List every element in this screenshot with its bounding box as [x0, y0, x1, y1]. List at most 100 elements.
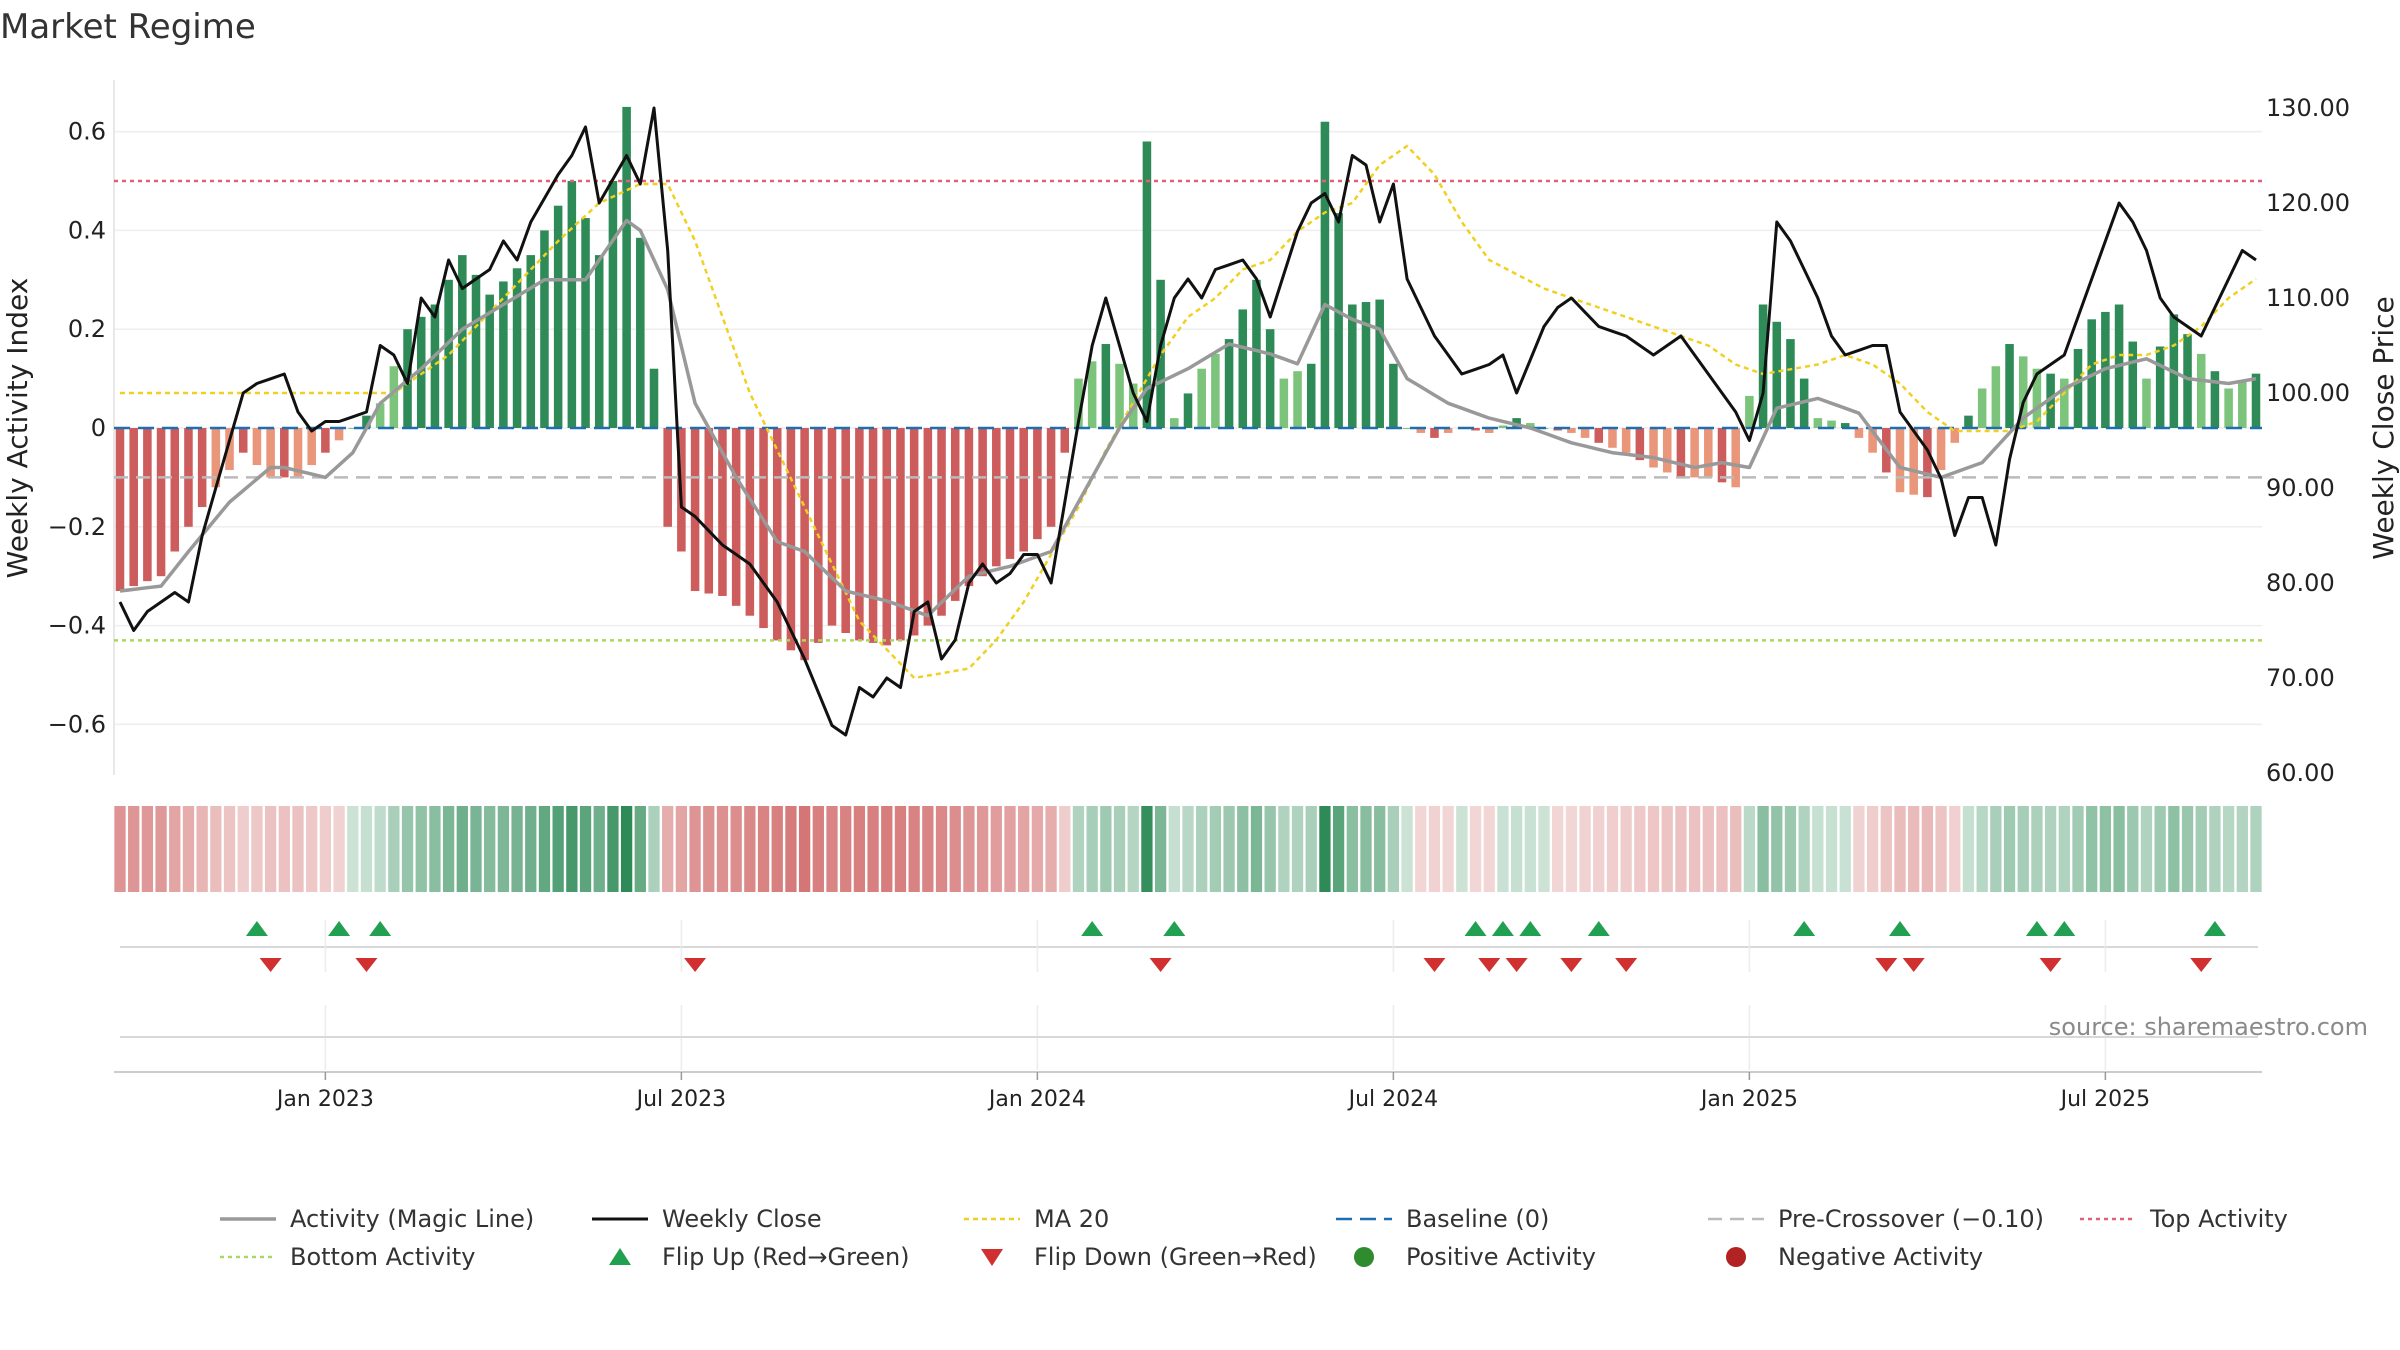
- legend-label: Flip Up (Red→Green): [662, 1243, 910, 1271]
- activity-bar: [882, 428, 892, 646]
- weekly-close-line: [118, 106, 2257, 737]
- activity-bar: [1950, 428, 1960, 443]
- activity-bar: [334, 428, 344, 441]
- activity-bar: [937, 428, 946, 616]
- activity-bar: [1594, 428, 1604, 443]
- activity-bar: [1813, 418, 1823, 428]
- heat-cell: [593, 806, 605, 892]
- activity-bar: [170, 428, 180, 552]
- legend-item: MA 20: [964, 1205, 1109, 1233]
- heat-cell: [1866, 806, 1879, 892]
- heat-cell: [2031, 806, 2043, 892]
- activity-bar: [636, 237, 645, 428]
- heat-cell: [1702, 806, 1714, 892]
- right-tick-label: 130.00: [2266, 94, 2350, 122]
- heat-cell: [1620, 806, 1632, 892]
- heat-cell: [1113, 806, 1126, 892]
- activity-bar: [1265, 329, 1275, 428]
- x-tick-label: Jul 2025: [2059, 1087, 2151, 1112]
- activity-bar: [1786, 339, 1795, 428]
- heat-cell: [1004, 806, 1016, 892]
- activity-bar: [1320, 121, 1330, 428]
- heat-cell: [497, 806, 510, 892]
- heat-cell: [2209, 806, 2221, 892]
- heat-cell: [196, 806, 208, 892]
- activity-bar: [909, 428, 919, 636]
- heat-cell: [1223, 806, 1235, 892]
- flip-down-marker: [1505, 958, 1528, 972]
- heat-cell: [1894, 806, 1906, 892]
- activity-bar: [800, 428, 809, 661]
- heat-cell: [744, 806, 756, 892]
- activity-bar: [1649, 428, 1658, 468]
- right-tick-label: 70.00: [2266, 664, 2335, 692]
- activity-bar: [1608, 428, 1617, 448]
- heat-cell: [1018, 806, 1030, 892]
- heat-cell: [1264, 806, 1276, 892]
- heat-cell: [1976, 806, 1988, 892]
- right-tick-label: 100.00: [2266, 379, 2350, 407]
- legend-item: Positive Activity: [1354, 1243, 1596, 1271]
- reference-lines: [114, 179, 2262, 642]
- activity-bar: [266, 428, 275, 478]
- heat-cell: [2168, 806, 2180, 892]
- left-axis-label: Weekly Activity Index: [1, 278, 34, 579]
- heat-cell: [1059, 806, 1071, 892]
- legend-label: Bottom Activity: [290, 1243, 475, 1271]
- heat-cell: [1880, 806, 1892, 892]
- heat-cell: [1031, 806, 1044, 892]
- x-tick-label: Jul 2023: [635, 1087, 727, 1112]
- heat-cell: [525, 806, 537, 892]
- activity-bar: [950, 428, 960, 601]
- activity-bar: [1156, 279, 1165, 428]
- heat-cell: [963, 806, 975, 892]
- activity-bar: [992, 428, 1001, 567]
- magic-line: [119, 218, 2257, 618]
- activity-bar: [1635, 428, 1645, 461]
- activity-bar: [1019, 428, 1028, 552]
- activity-bar: [1238, 309, 1248, 428]
- activity-bar: [964, 428, 974, 587]
- heat-cell: [579, 806, 592, 892]
- heat-cell: [1661, 806, 1673, 892]
- right-tick-label: 60.00: [2266, 759, 2335, 787]
- flip-up-marker: [2025, 921, 2048, 936]
- activity-bar: [978, 428, 987, 577]
- heat-cell: [223, 806, 236, 892]
- legend-item: Negative Activity: [1726, 1243, 1983, 1271]
- activity-bar: [1772, 321, 1782, 428]
- activity-bar: [1334, 213, 1343, 428]
- activity-bar: [1389, 363, 1398, 428]
- activity-bar: [156, 428, 166, 577]
- legend-label: Flip Down (Green→Red): [1034, 1243, 1317, 1271]
- heat-cell: [812, 806, 824, 892]
- activity-bar: [1923, 428, 1932, 498]
- regime-heat-strip: [114, 806, 2262, 892]
- heat-cell: [2154, 806, 2166, 892]
- heat-cell: [620, 806, 633, 892]
- activity-bar: [1224, 339, 1234, 428]
- x-tick-label: Jan 2025: [1699, 1087, 1798, 1112]
- heat-cell: [1387, 806, 1400, 892]
- heat-cell: [470, 806, 482, 892]
- right-tick-label: 80.00: [2266, 569, 2335, 597]
- heat-cell: [785, 806, 797, 892]
- heat-cell: [1634, 806, 1646, 892]
- heat-cell: [1716, 806, 1728, 892]
- activity-bar: [1197, 368, 1206, 428]
- legend-label: Activity (Magic Line): [290, 1205, 534, 1233]
- activity-bar: [143, 428, 152, 582]
- activity-bar: [211, 428, 221, 488]
- heat-cell: [1483, 806, 1495, 892]
- activity-bar: [2073, 348, 2083, 428]
- heat-cell: [976, 806, 989, 892]
- activity-bar: [1115, 363, 1124, 428]
- activity-bar: [594, 255, 604, 428]
- heat-cell: [1949, 806, 1961, 892]
- activity-bar: [786, 428, 796, 651]
- activity-bar: [115, 428, 125, 592]
- activity-bar: [197, 428, 207, 508]
- heat-cell: [1237, 806, 1249, 892]
- activity-bar: [1758, 304, 1768, 428]
- flip-down-marker: [2039, 958, 2062, 972]
